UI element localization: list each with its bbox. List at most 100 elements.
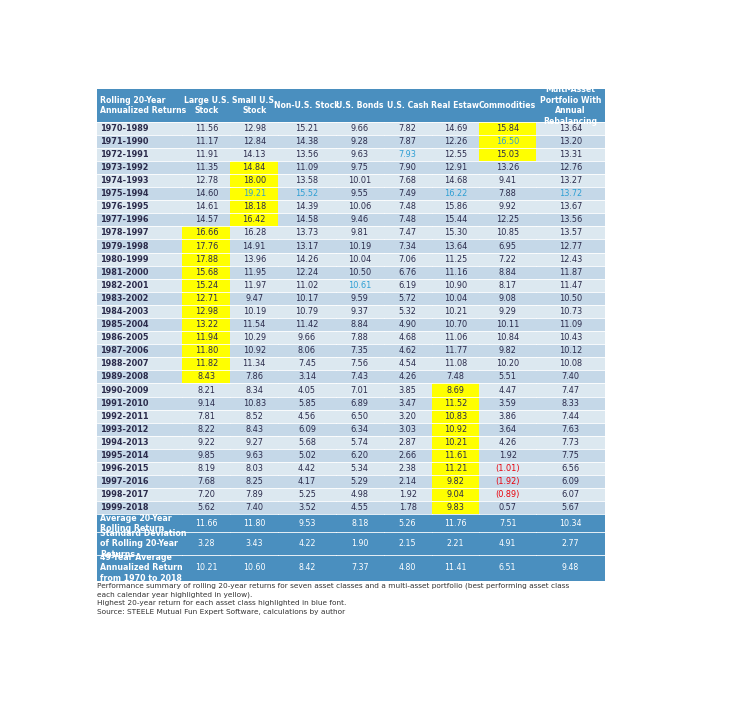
Text: 6.07: 6.07 [562, 490, 580, 499]
Bar [97, 239, 183, 253]
Text: 9.92: 9.92 [499, 202, 517, 211]
Bar [432, 357, 479, 371]
Text: 1986-2005: 1986-2005 [100, 333, 149, 342]
Text: 10.85: 10.85 [496, 229, 519, 237]
Bar [230, 423, 278, 436]
Bar [183, 423, 230, 436]
Bar [183, 239, 230, 253]
Bar [384, 201, 432, 213]
Text: 3.20: 3.20 [399, 412, 417, 421]
Text: 15.68: 15.68 [195, 268, 218, 277]
Bar [384, 90, 432, 121]
Text: 1983-2002: 1983-2002 [100, 294, 149, 303]
Bar [183, 436, 230, 449]
Bar [97, 475, 183, 489]
Text: 5.67: 5.67 [562, 503, 580, 513]
Bar [432, 213, 479, 227]
Text: 1.92: 1.92 [499, 451, 517, 460]
Bar [183, 555, 230, 580]
Text: 7.82: 7.82 [399, 124, 417, 133]
Text: 12.43: 12.43 [559, 255, 582, 263]
Text: 12.24: 12.24 [296, 268, 319, 277]
Text: Large U.S.
Stock: Large U.S. Stock [183, 96, 229, 115]
Bar [536, 265, 605, 279]
Text: 8.03: 8.03 [245, 464, 263, 473]
Text: Real Estaw: Real Estaw [432, 101, 480, 110]
Bar [230, 279, 278, 292]
Text: 8.06: 8.06 [298, 346, 316, 355]
Text: 11.61: 11.61 [444, 451, 467, 460]
Text: 14.13: 14.13 [243, 150, 266, 159]
Bar [432, 201, 479, 213]
Bar [536, 239, 605, 253]
Bar [384, 489, 432, 501]
Text: 14.61: 14.61 [195, 202, 218, 211]
Text: 5.26: 5.26 [399, 519, 417, 527]
Text: 9.08: 9.08 [499, 294, 517, 303]
Text: 6.76: 6.76 [399, 268, 417, 277]
Bar [97, 515, 183, 532]
Text: 8.52: 8.52 [245, 412, 263, 421]
Text: 1975-1994: 1975-1994 [100, 189, 149, 198]
Text: 2.66: 2.66 [399, 451, 417, 460]
Bar [536, 135, 605, 148]
Text: 10.70: 10.70 [444, 320, 467, 329]
Text: 9.75: 9.75 [350, 163, 368, 172]
Bar [479, 239, 536, 253]
Text: 7.48: 7.48 [399, 202, 417, 211]
Bar [384, 409, 432, 423]
Text: 8.17: 8.17 [499, 281, 517, 289]
Bar [230, 501, 278, 515]
Text: 8.33: 8.33 [562, 399, 580, 407]
Bar [278, 161, 336, 174]
Text: 14.57: 14.57 [195, 215, 218, 225]
Text: 10.21: 10.21 [444, 307, 467, 316]
Text: 7.47: 7.47 [562, 385, 580, 395]
Bar [479, 383, 536, 397]
Text: Commodities: Commodities [479, 101, 536, 110]
Bar [183, 292, 230, 305]
Bar [432, 90, 479, 121]
Text: 7.68: 7.68 [399, 176, 417, 185]
Bar [336, 532, 384, 555]
Text: 4.90: 4.90 [399, 320, 417, 329]
Bar [278, 475, 336, 489]
Bar [336, 318, 384, 331]
Bar [336, 174, 384, 187]
Text: 3.14: 3.14 [298, 373, 316, 381]
Text: 10.08: 10.08 [559, 359, 582, 369]
Text: 7.90: 7.90 [399, 163, 417, 172]
Bar [432, 305, 479, 318]
Text: 11.41: 11.41 [444, 563, 467, 573]
Bar [536, 436, 605, 449]
Bar [336, 201, 384, 213]
Text: 14.60: 14.60 [195, 189, 218, 198]
Bar [384, 265, 432, 279]
Text: 3.47: 3.47 [399, 399, 417, 407]
Bar [479, 201, 536, 213]
Bar [432, 279, 479, 292]
Bar [536, 475, 605, 489]
Bar [432, 135, 479, 148]
Text: 7.40: 7.40 [245, 503, 263, 513]
Text: 13.20: 13.20 [559, 137, 582, 146]
Bar [97, 357, 183, 371]
Text: 3.85: 3.85 [399, 385, 417, 395]
Bar [183, 174, 230, 187]
Text: 13.56: 13.56 [559, 215, 582, 225]
Bar [278, 449, 336, 462]
Bar [384, 121, 432, 135]
Bar [384, 345, 432, 357]
Bar [278, 227, 336, 239]
Bar [536, 121, 605, 135]
Bar [479, 489, 536, 501]
Bar [536, 462, 605, 475]
Text: 10.73: 10.73 [559, 307, 582, 316]
Text: 15.44: 15.44 [444, 215, 467, 225]
Bar [384, 187, 432, 201]
Text: 10.04: 10.04 [444, 294, 467, 303]
Bar [278, 174, 336, 187]
Bar [336, 475, 384, 489]
Bar [479, 174, 536, 187]
Bar [432, 161, 479, 174]
